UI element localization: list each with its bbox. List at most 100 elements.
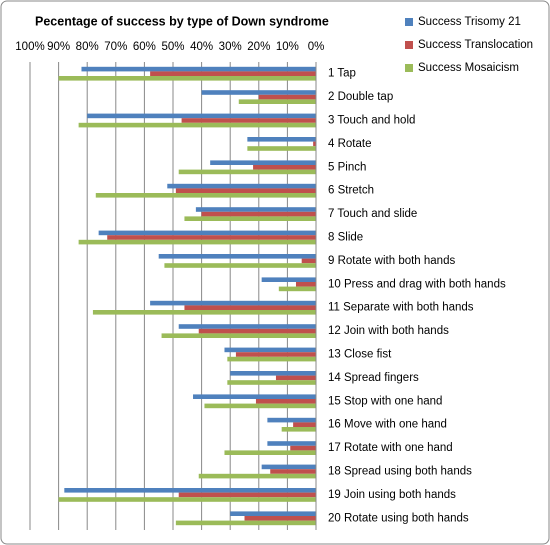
bar xyxy=(267,417,316,423)
category-label: 18 Spread using both hands xyxy=(328,466,472,478)
bar xyxy=(253,165,316,170)
bar xyxy=(58,76,316,81)
bar xyxy=(164,263,316,268)
bar xyxy=(230,511,316,516)
legend-swatch xyxy=(405,64,413,72)
bar xyxy=(261,277,316,282)
bar xyxy=(210,160,316,165)
category-label: 6 Stretch xyxy=(328,185,374,197)
category-label: 5 Pinch xyxy=(328,161,366,173)
bar xyxy=(301,258,316,264)
bar xyxy=(184,305,316,310)
category-label: 16 Move with one hand xyxy=(328,419,447,431)
category-label: 3 Touch and hold xyxy=(328,115,415,127)
bar xyxy=(313,141,316,147)
bar xyxy=(178,492,316,498)
bar xyxy=(244,516,316,521)
bar xyxy=(95,193,316,198)
bar xyxy=(175,188,316,193)
legend-swatch xyxy=(405,41,413,49)
bar xyxy=(167,183,316,189)
bar xyxy=(235,352,316,357)
legend-swatch xyxy=(405,18,413,26)
x-tick-label: 20% xyxy=(247,41,270,53)
bar xyxy=(201,211,316,217)
bar xyxy=(258,94,316,100)
bar xyxy=(198,328,316,334)
bar xyxy=(204,403,316,409)
bar xyxy=(193,394,316,399)
bar xyxy=(107,235,316,240)
x-tick-label: 40% xyxy=(190,41,213,53)
category-label: 8 Slide xyxy=(328,232,363,244)
category-label: 10 Press and drag with both hands xyxy=(328,278,506,290)
x-tick-label: 70% xyxy=(104,41,127,53)
bar xyxy=(175,520,316,526)
legend-label: Success Mosaicism xyxy=(418,62,519,74)
category-label: 20 Rotate using both hands xyxy=(328,512,469,524)
x-tick-label: 30% xyxy=(219,41,242,53)
bar xyxy=(198,473,316,479)
bar xyxy=(281,427,316,432)
bar xyxy=(195,207,316,212)
bar xyxy=(181,118,316,123)
bar xyxy=(261,464,316,470)
bar xyxy=(278,286,316,292)
bar xyxy=(275,375,316,381)
category-label: 7 Touch and slide xyxy=(328,208,417,220)
bar xyxy=(58,497,316,502)
bar xyxy=(201,90,316,95)
bar xyxy=(184,216,316,221)
bar xyxy=(224,450,316,455)
bar xyxy=(178,169,316,175)
bar xyxy=(224,347,316,353)
bar xyxy=(78,239,317,245)
bar xyxy=(238,99,316,104)
category-label: 13 Close fist xyxy=(328,349,392,361)
category-label: 2 Double tap xyxy=(328,91,393,103)
bar xyxy=(270,469,316,474)
bar xyxy=(64,488,316,493)
bar xyxy=(247,137,316,142)
category-label: 14 Spread fingers xyxy=(328,372,419,384)
bar xyxy=(295,282,316,287)
category-label: 12 Join with both hands xyxy=(328,325,449,337)
category-label: 9 Rotate with both hands xyxy=(328,255,455,267)
x-tick-label: 90% xyxy=(47,41,70,53)
bar xyxy=(98,230,316,236)
bar xyxy=(81,66,316,72)
bar xyxy=(178,324,316,329)
x-tick-label: 80% xyxy=(76,41,99,53)
bar xyxy=(92,310,316,315)
bar xyxy=(293,422,316,427)
bar xyxy=(247,146,316,151)
category-label: 15 Stop with one hand xyxy=(328,395,442,407)
x-tick-label: 10% xyxy=(276,41,299,53)
bar xyxy=(150,300,316,306)
bar xyxy=(227,356,316,362)
x-tick-label: 60% xyxy=(133,41,156,53)
category-label: 17 Rotate with one hand xyxy=(328,442,453,454)
bar xyxy=(161,333,316,338)
bar xyxy=(267,441,316,446)
bar xyxy=(150,71,316,76)
x-tick-label: 0% xyxy=(308,41,325,53)
bar xyxy=(78,122,317,128)
bar xyxy=(255,399,316,404)
category-label: 11 Separate with both hands xyxy=(328,302,474,314)
bar xyxy=(87,113,316,119)
category-label: 4 Rotate xyxy=(328,138,371,150)
x-tick-label: 50% xyxy=(161,41,184,53)
bar xyxy=(158,254,316,259)
legend-label: Success Trisomy 21 xyxy=(418,16,521,28)
category-label: 1 Tap xyxy=(328,68,356,80)
bar xyxy=(227,380,316,385)
bar xyxy=(230,371,316,376)
category-label: 19 Join using both hands xyxy=(328,489,456,501)
bar xyxy=(290,445,316,451)
legend-label: Success Translocation xyxy=(418,39,533,51)
x-tick-label: 100% xyxy=(15,41,44,53)
chart-title: Pecentage of success by type of Down syn… xyxy=(35,14,329,28)
